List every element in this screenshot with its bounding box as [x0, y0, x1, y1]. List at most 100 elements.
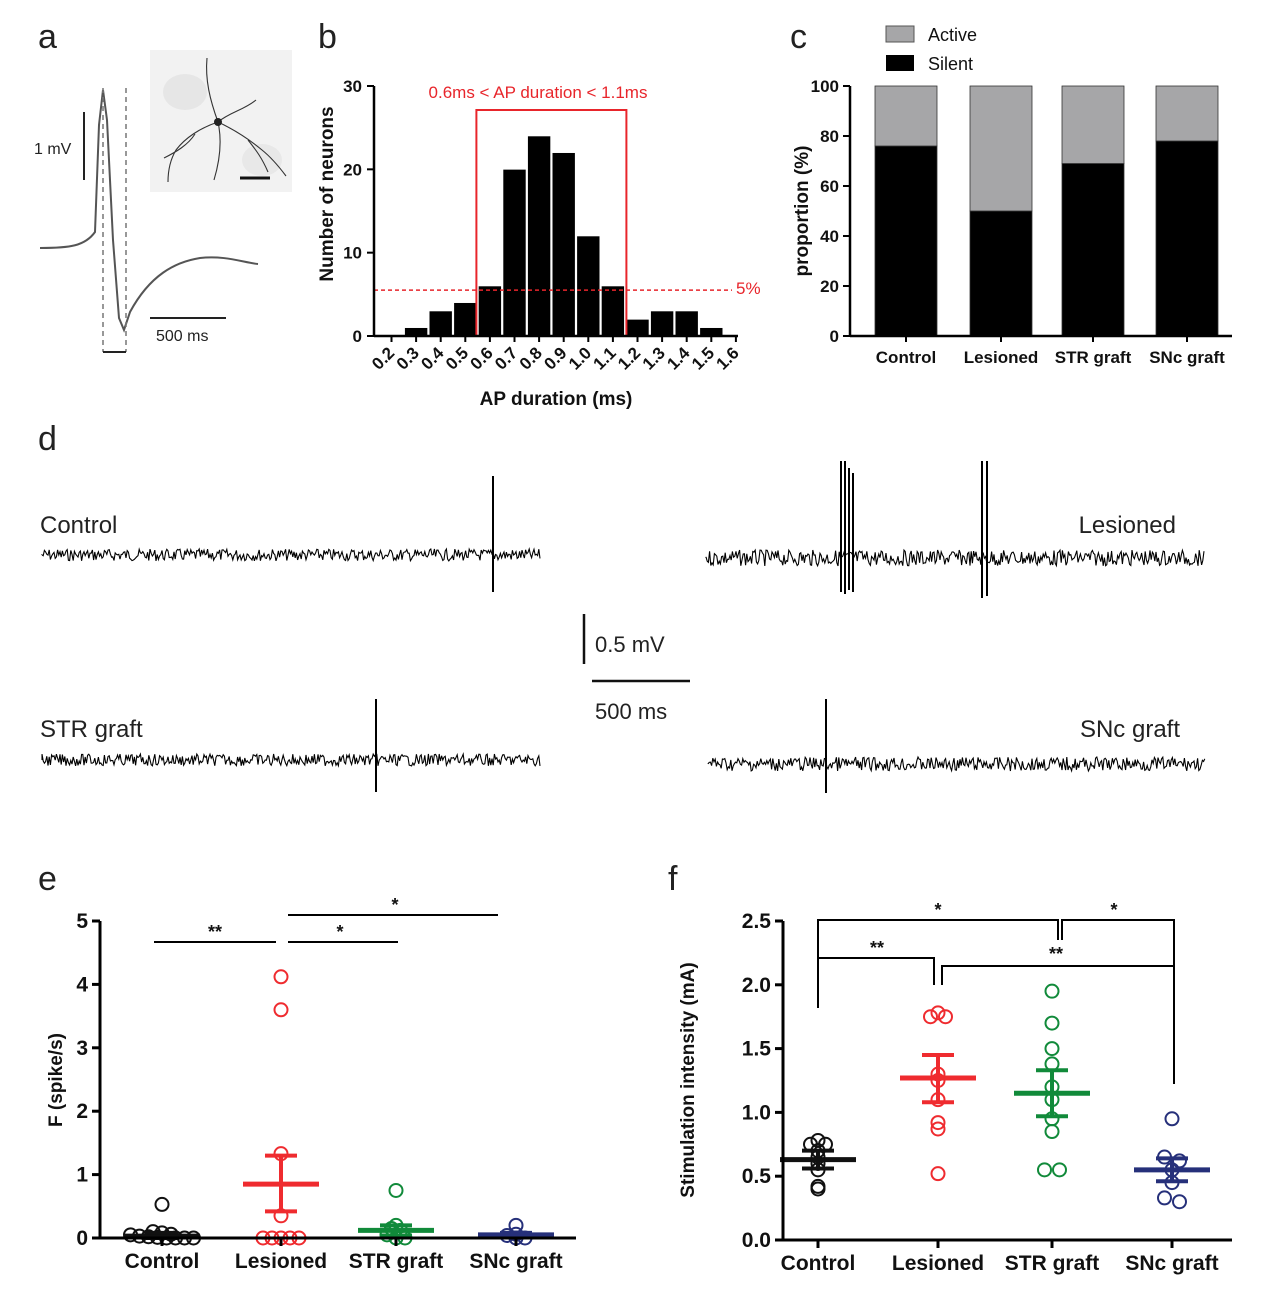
- f-point-lesioned: [930, 1166, 946, 1182]
- e-y-tick-label: 5: [76, 910, 88, 933]
- f-significance-label: **: [870, 938, 884, 958]
- panel-b-histogram: 0 10 20 30 0.20.30.40.50.60.70.80.91.01.11.…: [317, 77, 761, 410]
- panel-label-b: b: [318, 18, 337, 56]
- intensity-x-ticks: Control Lesioned STR graft SNc graft: [781, 1240, 1219, 1275]
- f-significance-bracket: [817, 957, 935, 1008]
- f-point-str-graft: [1052, 1162, 1067, 1178]
- f-point-str-graft: [1044, 1124, 1060, 1140]
- legend-label-active: Active: [928, 25, 977, 45]
- proportion-y-tick-label: 40: [820, 227, 839, 246]
- f-x-tick-label-snc-graft: SNc graft: [1125, 1252, 1218, 1275]
- f-point-str-graft: [1037, 1162, 1052, 1178]
- histogram-y-tick-label: 30: [343, 77, 362, 96]
- f-y-tick-label: 1.0: [742, 1101, 771, 1124]
- histogram-bar-1-2: [625, 319, 650, 337]
- f-point-snc-graft: [1157, 1190, 1172, 1206]
- neuron-micrograph: [150, 50, 292, 192]
- f-point-control: [810, 1181, 826, 1197]
- trace-control: [41, 547, 541, 563]
- histogram-bar-1-1: [601, 285, 625, 337]
- f-x-tick-label-control: Control: [781, 1252, 856, 1275]
- e-x-tick-label-snc-graft: SNc graft: [469, 1250, 562, 1273]
- f-point-lesioned: [938, 1009, 953, 1025]
- histogram-y-label: Number of neurons: [317, 106, 338, 281]
- panel-label-f: f: [668, 860, 678, 898]
- intensity-significance: ******: [817, 900, 1175, 1084]
- frequency-marks: [123, 969, 554, 1246]
- legend-swatch-silent: [886, 55, 914, 71]
- trace-label-control: Control: [40, 512, 117, 539]
- e-y-tick-label: 0: [76, 1227, 88, 1250]
- histogram-y-tick-label: 20: [343, 160, 362, 179]
- panel-label-e: e: [38, 860, 57, 898]
- e-significance-label: *: [391, 895, 398, 915]
- panel-e-scatter: 0 1 2 3 4 5 Control Lesioned STR graft SNc graft…: [46, 895, 576, 1273]
- proportion-x-tick-label-str-graft: STR graft: [1055, 348, 1132, 367]
- proportion-y-label: proportion (%): [792, 146, 813, 277]
- f-point-lesioned: [930, 1115, 946, 1131]
- intensity-y-label: Stimulation intensity (mA): [678, 962, 699, 1197]
- histogram-bar-1-0: [576, 235, 601, 337]
- proportion-y-tick-label: 80: [820, 127, 839, 146]
- histogram-x-label: AP duration (ms): [480, 389, 633, 410]
- stacked-bar-control-silent: [874, 145, 938, 337]
- f-significance-bracket: [817, 919, 1059, 958]
- histogram-bar-0-4: [428, 310, 453, 337]
- stacked-bar-lesioned-active: [969, 85, 1033, 212]
- f-y-tick-label: 0.5: [742, 1165, 772, 1188]
- e-y-tick-label: 1: [76, 1164, 88, 1187]
- trace-label-lesioned: Lesioned: [1079, 512, 1176, 539]
- histogram-y-ticks: 0 10 20 30: [343, 77, 374, 346]
- panel-label-d: d: [38, 420, 57, 458]
- histogram-bar-1-4: [674, 310, 699, 337]
- e-point-control: [154, 1196, 170, 1212]
- frequency-significance: ** **: [154, 895, 498, 943]
- trace-time-scale-label: 500 ms: [595, 699, 667, 724]
- proportion-y-tick-label: 0: [830, 327, 839, 346]
- proportion-y-tick-label: 20: [820, 277, 839, 296]
- f-significance-bracket: [941, 965, 1175, 1084]
- histogram-x-ticks: 0.20.30.40.50.60.70.80.91.01.11.21.31.41…: [368, 336, 743, 374]
- f-point-str-graft: [1044, 1041, 1060, 1057]
- histogram-y-tick-label: 0: [353, 327, 362, 346]
- histogram-bar-0-5: [453, 302, 478, 337]
- f-y-tick-label: 1.5: [742, 1038, 772, 1061]
- voltage-scale-label: 1 mV: [34, 141, 72, 158]
- e-point-lesioned: [273, 1002, 289, 1018]
- proportion-y-ticks: 0 20 40 60 80 100: [811, 77, 850, 346]
- trace-snc-graft: [707, 755, 1206, 773]
- panel-f-scatter: 0.0 0.5 1.0 1.5 2.0 2.5 Control Lesioned STR gr…: [678, 900, 1232, 1275]
- legend-swatch-active: [885, 25, 915, 43]
- proportion-x-tick-label-lesioned: Lesioned: [964, 348, 1039, 367]
- trace-lesioned: [705, 548, 1205, 568]
- frequency-x-ticks: Control Lesioned STR graft SNc graft: [125, 1238, 563, 1273]
- histogram-bars: [374, 109, 732, 337]
- panel-c-stacked-bars: 0 20 40 60 80 100 Control Lesioned STR graft SNc…: [792, 25, 1232, 367]
- f-point-str-graft: [1044, 1015, 1060, 1031]
- f-significance-label: *: [934, 900, 941, 920]
- stacked-bar-lesioned-silent: [969, 210, 1033, 337]
- f-point-str-graft: [1044, 983, 1060, 999]
- stacked-bar-str-graft-silent: [1061, 163, 1125, 337]
- trace-label-snc-graft: SNc graft: [1080, 716, 1180, 743]
- e-significance-label: **: [208, 922, 222, 942]
- f-point-lesioned: [930, 1121, 946, 1137]
- f-point-lesioned: [923, 1009, 938, 1025]
- proportion-x-ticks: Control Lesioned STR graft SNc graft: [876, 336, 1225, 367]
- panel-d-traces: Control Lesioned STR graft SNc graft 0.5…: [40, 461, 1206, 793]
- histogram-bar-0-6: [478, 285, 502, 337]
- e-x-tick-label-control: Control: [125, 1250, 200, 1273]
- e-x-tick-label-lesioned: Lesioned: [235, 1250, 327, 1273]
- trace-voltage-scale-label: 0.5 mV: [595, 632, 665, 657]
- e-y-tick-label: 3: [76, 1037, 88, 1060]
- panel-label-c: c: [790, 18, 807, 56]
- f-significance-bracket: [1061, 919, 1175, 966]
- time-scale-label: 500 ms: [156, 328, 208, 345]
- proportion-x-tick-label-control: Control: [876, 348, 936, 367]
- stacked-bar-control-active: [874, 85, 938, 147]
- stacked-bar-str-graft-active: [1061, 85, 1125, 164]
- trace-signals: [41, 461, 1206, 793]
- histogram-bar-1-3: [650, 310, 674, 337]
- e-y-tick-label: 4: [76, 973, 88, 996]
